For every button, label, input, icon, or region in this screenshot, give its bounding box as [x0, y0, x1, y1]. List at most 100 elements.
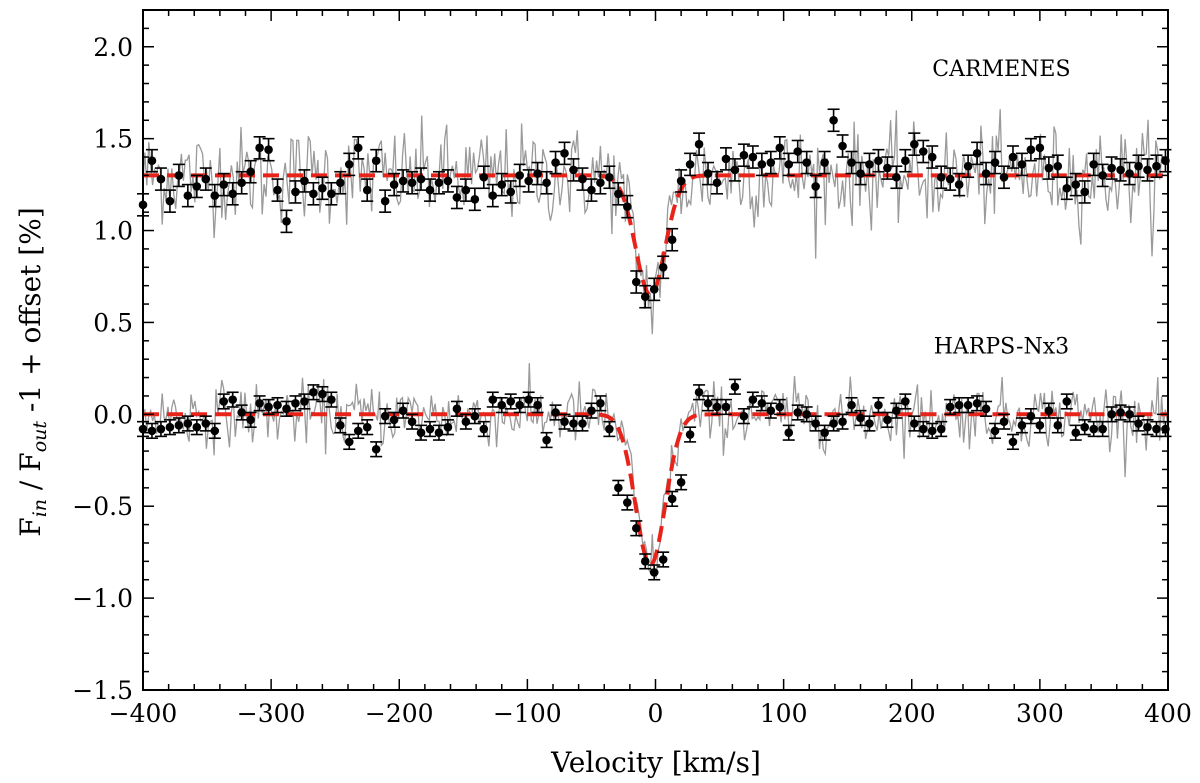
data-point-harps-nx3-88 [927, 426, 937, 436]
data-point-harps-nx3-66 [730, 382, 740, 392]
data-point-carmenes-62 [694, 139, 704, 149]
data-point-carmenes-40 [497, 180, 507, 189]
data-point-harps-nx3-63 [703, 398, 713, 408]
data-point-carmenes-75 [811, 182, 820, 191]
data-point-harps-nx3-113 [1152, 424, 1161, 434]
y-label-suffix: -1 + offset [%] [14, 207, 47, 421]
data-point-harps-nx3-84 [892, 406, 901, 415]
data-point-carmenes-9 [219, 180, 229, 189]
y-axis-label: Fin / Fout -1 + offset [%] [14, 207, 51, 536]
data-point-carmenes-63 [703, 169, 713, 178]
data-point-carmenes-80 [856, 169, 865, 178]
y-label-mid: / F [14, 452, 47, 499]
data-point-carmenes-97 [1008, 152, 1018, 162]
y-label-sub-out: out [29, 421, 51, 453]
data-point-carmenes-32 [425, 185, 435, 195]
fit-line-harps-nx3 [143, 412, 1168, 568]
data-point-carmenes-43 [524, 176, 533, 186]
y-tick-label: 2.0 [93, 33, 133, 62]
data-point-harps-nx3-35 [452, 404, 462, 414]
data-point-harps-nx3-109 [1116, 408, 1125, 417]
data-point-carmenes-69 [757, 160, 767, 169]
data-point-carmenes-100 [1035, 143, 1045, 153]
data-point-harps-nx3-24 [353, 426, 363, 436]
data-point-harps-nx3-43 [524, 395, 533, 404]
data-point-harps-nx3-68 [748, 395, 758, 404]
x-tick-label: −100 [493, 699, 562, 728]
data-point-carmenes-20 [318, 183, 327, 193]
data-point-carmenes-95 [990, 158, 1000, 167]
data-point-carmenes-1 [147, 156, 157, 166]
data-point-carmenes-39 [488, 191, 498, 200]
data-point-carmenes-5 [183, 191, 193, 200]
binned-points-layer [138, 115, 1170, 577]
data-point-harps-nx3-15 [273, 400, 282, 410]
data-point-harps-nx3-112 [1143, 422, 1152, 432]
data-point-carmenes-72 [784, 160, 794, 169]
data-point-carmenes-6 [192, 182, 202, 191]
data-point-carmenes-108 [1107, 163, 1116, 173]
data-point-carmenes-105 [1080, 187, 1090, 197]
data-point-harps-nx3-86 [910, 419, 919, 428]
data-point-harps-nx3-38 [479, 424, 489, 434]
data-point-harps-nx3-81 [865, 419, 874, 428]
data-point-harps-nx3-97 [1008, 437, 1018, 447]
data-point-harps-nx3-85 [901, 397, 910, 406]
data-point-harps-nx3-11 [237, 408, 246, 417]
y-label-sub-in: in [29, 499, 51, 517]
data-point-harps-nx3-78 [838, 417, 847, 426]
data-point-harps-nx3-103 [1062, 397, 1072, 406]
data-point-harps-nx3-76 [820, 428, 829, 438]
x-tick-label: 0 [648, 699, 664, 728]
data-point-carmenes-86 [910, 139, 919, 149]
data-point-harps-nx3-10 [228, 395, 237, 404]
data-point-carmenes-111 [1134, 161, 1143, 171]
data-point-carmenes-47 [560, 149, 569, 158]
data-point-carmenes-11 [237, 178, 246, 188]
x-tick-label: 100 [760, 699, 808, 728]
data-point-carmenes-30 [407, 178, 417, 188]
data-point-carmenes-77 [829, 115, 838, 125]
data-point-carmenes-2 [156, 174, 166, 184]
data-point-carmenes-31 [416, 174, 426, 184]
data-point-harps-nx3-104 [1071, 428, 1081, 438]
data-point-carmenes-34 [443, 176, 453, 186]
data-point-harps-nx3-50 [587, 406, 596, 415]
data-point-harps-nx3-18 [300, 397, 309, 406]
data-point-harps-nx3-47 [560, 417, 569, 426]
data-point-carmenes-74 [802, 158, 811, 167]
data-point-carmenes-35 [452, 193, 462, 202]
data-point-carmenes-98 [1017, 160, 1027, 169]
data-point-harps-nx3-8 [210, 426, 220, 436]
y-tick-label: 0.5 [93, 308, 133, 337]
data-point-carmenes-41 [506, 187, 516, 197]
data-point-harps-nx3-82 [874, 400, 883, 410]
data-point-carmenes-78 [838, 141, 847, 151]
data-point-carmenes-26 [371, 156, 381, 166]
data-point-harps-nx3-106 [1089, 424, 1098, 434]
x-tick-label: −300 [237, 699, 306, 728]
data-point-carmenes-92 [963, 161, 973, 171]
data-point-carmenes-89 [936, 172, 946, 182]
data-point-harps-nx3-71 [775, 402, 785, 412]
data-point-carmenes-85 [901, 156, 910, 166]
data-point-carmenes-10 [228, 189, 237, 199]
x-tick-label: 400 [1144, 699, 1192, 728]
data-point-harps-nx3-91 [954, 400, 964, 410]
data-point-carmenes-81 [865, 160, 874, 169]
data-point-carmenes-55 [631, 277, 641, 287]
data-point-harps-nx3-87 [918, 424, 928, 434]
data-point-harps-nx3-93 [972, 398, 982, 408]
data-point-carmenes-112 [1143, 165, 1152, 175]
data-point-harps-nx3-39 [488, 395, 498, 404]
data-point-harps-nx3-110 [1125, 410, 1134, 419]
data-point-carmenes-13 [255, 143, 264, 153]
data-point-carmenes-56 [640, 292, 650, 302]
data-point-harps-nx3-27 [380, 411, 390, 421]
data-point-carmenes-21 [327, 189, 336, 199]
data-point-harps-nx3-59 [667, 494, 677, 504]
data-point-carmenes-45 [542, 178, 551, 188]
data-point-harps-nx3-37 [470, 411, 480, 421]
data-point-carmenes-61 [685, 160, 695, 169]
